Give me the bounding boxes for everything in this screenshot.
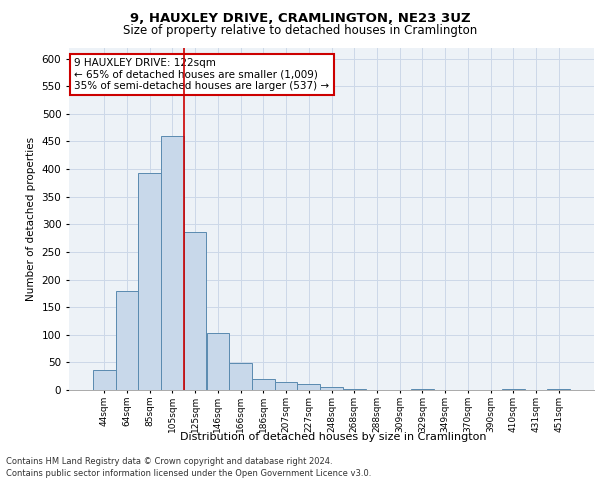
Bar — [116, 290, 139, 390]
Bar — [320, 386, 343, 390]
Text: Contains HM Land Registry data © Crown copyright and database right 2024.: Contains HM Land Registry data © Crown c… — [6, 458, 332, 466]
Bar — [139, 173, 161, 390]
Text: Size of property relative to detached houses in Cramlington: Size of property relative to detached ho… — [123, 24, 477, 37]
Bar — [93, 370, 116, 390]
Bar — [229, 364, 252, 390]
Text: 9, HAUXLEY DRIVE, CRAMLINGTON, NE23 3UZ: 9, HAUXLEY DRIVE, CRAMLINGTON, NE23 3UZ — [130, 12, 470, 26]
Text: 9 HAUXLEY DRIVE: 122sqm
← 65% of detached houses are smaller (1,009)
35% of semi: 9 HAUXLEY DRIVE: 122sqm ← 65% of detache… — [74, 58, 329, 91]
Bar — [184, 232, 206, 390]
Bar — [206, 332, 229, 390]
Text: Contains public sector information licensed under the Open Government Licence v3: Contains public sector information licen… — [6, 469, 371, 478]
Bar — [298, 384, 320, 390]
Bar — [275, 382, 298, 390]
Y-axis label: Number of detached properties: Number of detached properties — [26, 136, 36, 301]
Bar — [161, 136, 184, 390]
Text: Distribution of detached houses by size in Cramlington: Distribution of detached houses by size … — [180, 432, 486, 442]
Bar — [252, 379, 275, 390]
